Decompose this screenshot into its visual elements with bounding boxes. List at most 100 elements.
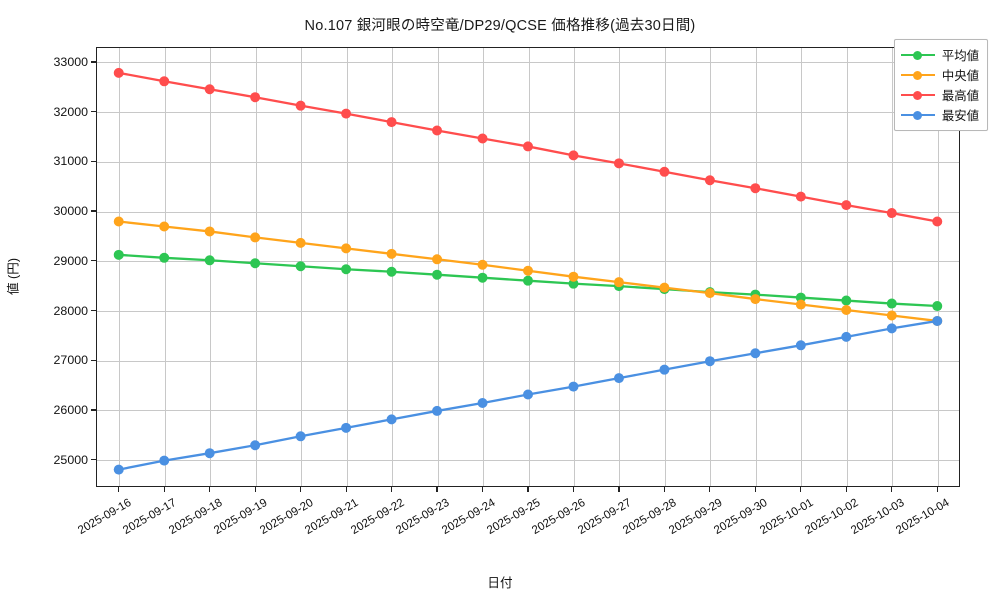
data-point[interactable]	[750, 183, 761, 194]
data-point[interactable]	[250, 232, 261, 243]
data-point[interactable]	[341, 264, 352, 275]
legend-item-中央値[interactable]: 中央値	[900, 65, 979, 85]
y-tick-mark	[91, 359, 96, 361]
data-point[interactable]	[659, 282, 670, 293]
data-point[interactable]	[750, 348, 761, 359]
data-point[interactable]	[432, 269, 443, 280]
data-point[interactable]	[886, 208, 897, 219]
grid-line-vertical	[710, 48, 712, 486]
legend-item-平均値[interactable]: 平均値	[900, 45, 979, 65]
data-point[interactable]	[432, 405, 443, 416]
data-point[interactable]	[568, 150, 579, 161]
data-point[interactable]	[159, 455, 170, 466]
data-point[interactable]	[523, 265, 533, 276]
y-tick-mark	[91, 111, 96, 113]
data-point[interactable]	[159, 252, 170, 263]
grid-line-vertical	[664, 48, 666, 486]
data-point[interactable]	[932, 216, 943, 227]
data-point[interactable]	[204, 226, 215, 237]
data-point[interactable]	[204, 448, 215, 459]
data-point[interactable]	[113, 249, 124, 260]
data-point[interactable]	[477, 272, 488, 283]
data-point[interactable]	[432, 125, 443, 136]
data-point[interactable]	[477, 397, 488, 408]
data-point[interactable]	[204, 255, 215, 266]
data-point[interactable]	[886, 298, 897, 309]
data-point[interactable]	[795, 340, 806, 351]
data-point[interactable]	[341, 108, 352, 119]
x-tick-mark	[936, 487, 938, 492]
y-tick-label: 30000	[53, 204, 88, 219]
legend-swatch-icon	[900, 49, 935, 61]
data-point[interactable]	[341, 243, 352, 254]
x-tick-mark	[390, 487, 393, 492]
y-tick-mark	[91, 260, 96, 262]
data-point[interactable]	[250, 258, 261, 269]
data-point[interactable]	[795, 299, 806, 310]
data-point[interactable]	[523, 389, 533, 400]
grid-line-vertical	[892, 48, 894, 486]
data-point[interactable]	[113, 216, 124, 227]
data-point[interactable]	[841, 200, 852, 211]
data-point[interactable]	[113, 464, 124, 475]
chart-legend[interactable]: 平均値中央値最高値 最安値	[893, 39, 988, 131]
data-point[interactable]	[386, 248, 397, 259]
data-point[interactable]	[659, 364, 670, 375]
data-point[interactable]	[295, 431, 306, 442]
data-point[interactable]	[568, 381, 579, 392]
data-point[interactable]	[250, 440, 261, 451]
data-point[interactable]	[613, 373, 624, 384]
data-point[interactable]	[477, 259, 488, 270]
data-point[interactable]	[886, 310, 897, 321]
data-point[interactable]	[295, 261, 306, 272]
data-point[interactable]	[932, 301, 943, 312]
legend-label: 平均値	[941, 49, 979, 63]
y-tick-label: 28000	[53, 303, 88, 318]
data-point[interactable]	[841, 295, 852, 306]
data-point[interactable]	[523, 141, 533, 152]
data-point[interactable]	[932, 315, 943, 326]
data-point[interactable]	[295, 237, 306, 248]
data-point[interactable]	[568, 278, 579, 289]
legend-item-最安値[interactable]: 最安値	[900, 105, 979, 125]
grid-line-horizontal	[97, 460, 959, 462]
data-point[interactable]	[386, 266, 397, 277]
data-point[interactable]	[250, 92, 261, 103]
data-point[interactable]	[795, 191, 806, 202]
data-point[interactable]	[341, 422, 352, 433]
legend-item-最高値[interactable]: 最高値	[900, 85, 979, 105]
data-point[interactable]	[568, 271, 579, 282]
y-tick-mark	[91, 61, 96, 63]
data-point[interactable]	[704, 356, 715, 367]
data-point[interactable]	[523, 275, 533, 286]
data-point[interactable]	[704, 288, 715, 299]
data-point[interactable]	[886, 323, 897, 334]
data-point[interactable]	[750, 294, 761, 305]
data-point[interactable]	[613, 277, 624, 288]
grid-line-horizontal	[97, 261, 959, 263]
data-point[interactable]	[386, 117, 397, 128]
legend-label: 中央値	[941, 69, 979, 83]
x-tick-mark	[345, 487, 347, 492]
data-point[interactable]	[477, 133, 488, 144]
series-平均値	[113, 249, 943, 312]
x-tick-mark	[572, 487, 575, 492]
data-point[interactable]	[159, 221, 170, 232]
legend-swatch-icon	[900, 69, 935, 81]
x-tick-mark	[163, 487, 165, 492]
data-point[interactable]	[432, 254, 443, 265]
data-point[interactable]	[295, 100, 306, 111]
grid-line-horizontal	[97, 360, 959, 362]
data-point[interactable]	[613, 158, 624, 169]
data-point[interactable]	[795, 292, 806, 303]
data-point[interactable]	[204, 84, 215, 95]
data-point[interactable]	[841, 305, 852, 316]
data-point[interactable]	[386, 414, 397, 425]
data-point[interactable]	[659, 166, 670, 177]
data-point[interactable]	[159, 76, 170, 87]
data-point[interactable]	[704, 175, 715, 186]
data-point[interactable]	[113, 67, 124, 78]
series-最高値	[113, 67, 943, 227]
data-point[interactable]	[841, 331, 852, 342]
